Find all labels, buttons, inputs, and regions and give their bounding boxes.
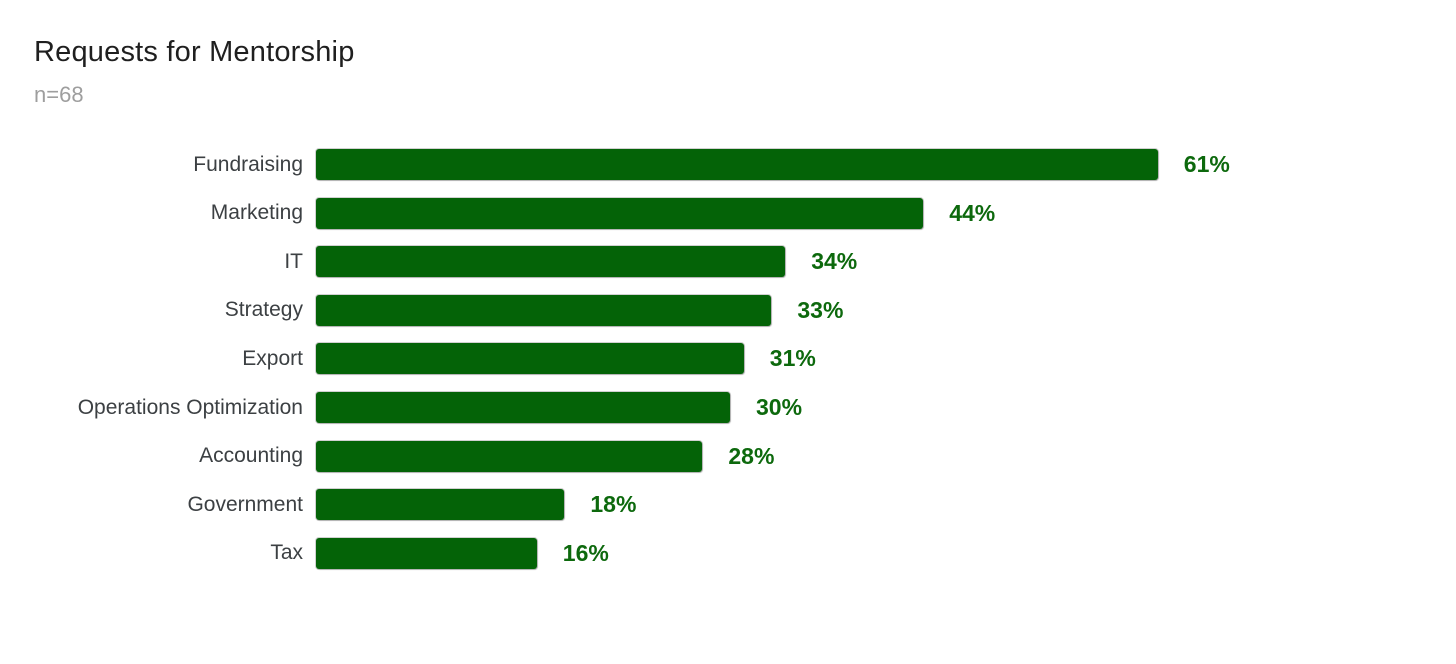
value-label: 61% xyxy=(1183,151,1230,178)
value-label: 44% xyxy=(949,199,996,226)
bar xyxy=(316,197,924,229)
value-label: 30% xyxy=(756,394,803,421)
bar-area: 33% xyxy=(316,294,1456,326)
category-label: Operations Optimization xyxy=(77,395,303,419)
category-label: IT xyxy=(284,249,303,273)
chart-row: Operations Optimization 30% xyxy=(0,383,1456,432)
bar xyxy=(316,392,730,424)
bar xyxy=(316,149,1158,181)
chart-row: Marketing 44% xyxy=(0,189,1456,238)
chart-title: Requests for Mentorship xyxy=(34,36,355,68)
category-label: Export xyxy=(242,346,303,370)
value-label: 33% xyxy=(797,296,844,323)
bar xyxy=(316,537,537,569)
category-label: Accounting xyxy=(199,444,303,468)
value-label: 31% xyxy=(769,345,816,372)
bar-area: 28% xyxy=(316,440,1456,472)
chart-row: Tax 16% xyxy=(0,529,1456,578)
category-label: Tax xyxy=(270,541,303,565)
chart-header: Requests for Mentorship n=68 xyxy=(0,0,1456,108)
bar-area: 30% xyxy=(316,392,1456,424)
bar xyxy=(316,343,744,375)
bar xyxy=(316,294,772,326)
bar xyxy=(316,489,565,521)
bar-area: 31% xyxy=(316,343,1456,375)
chart-row: Accounting 28% xyxy=(0,432,1456,481)
chart-row: IT 34% xyxy=(0,237,1456,286)
chart-row: Export 31% xyxy=(0,335,1456,384)
category-label: Government xyxy=(187,492,303,516)
value-label: 16% xyxy=(562,539,609,566)
bar-area: 16% xyxy=(316,537,1456,569)
category-label: Marketing xyxy=(210,201,303,225)
bar-area: 18% xyxy=(316,489,1456,521)
chart-row: Strategy 33% xyxy=(0,286,1456,335)
chart-row: Government 18% xyxy=(0,480,1456,529)
chart-row: Fundraising 61% xyxy=(0,140,1456,189)
bar-area: 61% xyxy=(316,149,1456,181)
value-label: 34% xyxy=(811,248,858,275)
value-label: 18% xyxy=(590,491,637,518)
bar xyxy=(316,246,786,278)
bar-area: 44% xyxy=(316,197,1456,229)
category-label: Strategy xyxy=(224,298,303,322)
chart-subtitle: n=68 xyxy=(34,82,84,108)
category-label: Fundraising xyxy=(193,152,303,176)
value-label: 28% xyxy=(728,442,775,469)
bar-area: 34% xyxy=(316,246,1456,278)
bar xyxy=(316,440,703,472)
chart-rows: Fundraising 61% Marketing 44% IT 34% Strategy 3… xyxy=(0,140,1456,577)
bar-chart: Fundraising 61% Marketing 44% IT 34% Strategy 3… xyxy=(0,140,1456,577)
